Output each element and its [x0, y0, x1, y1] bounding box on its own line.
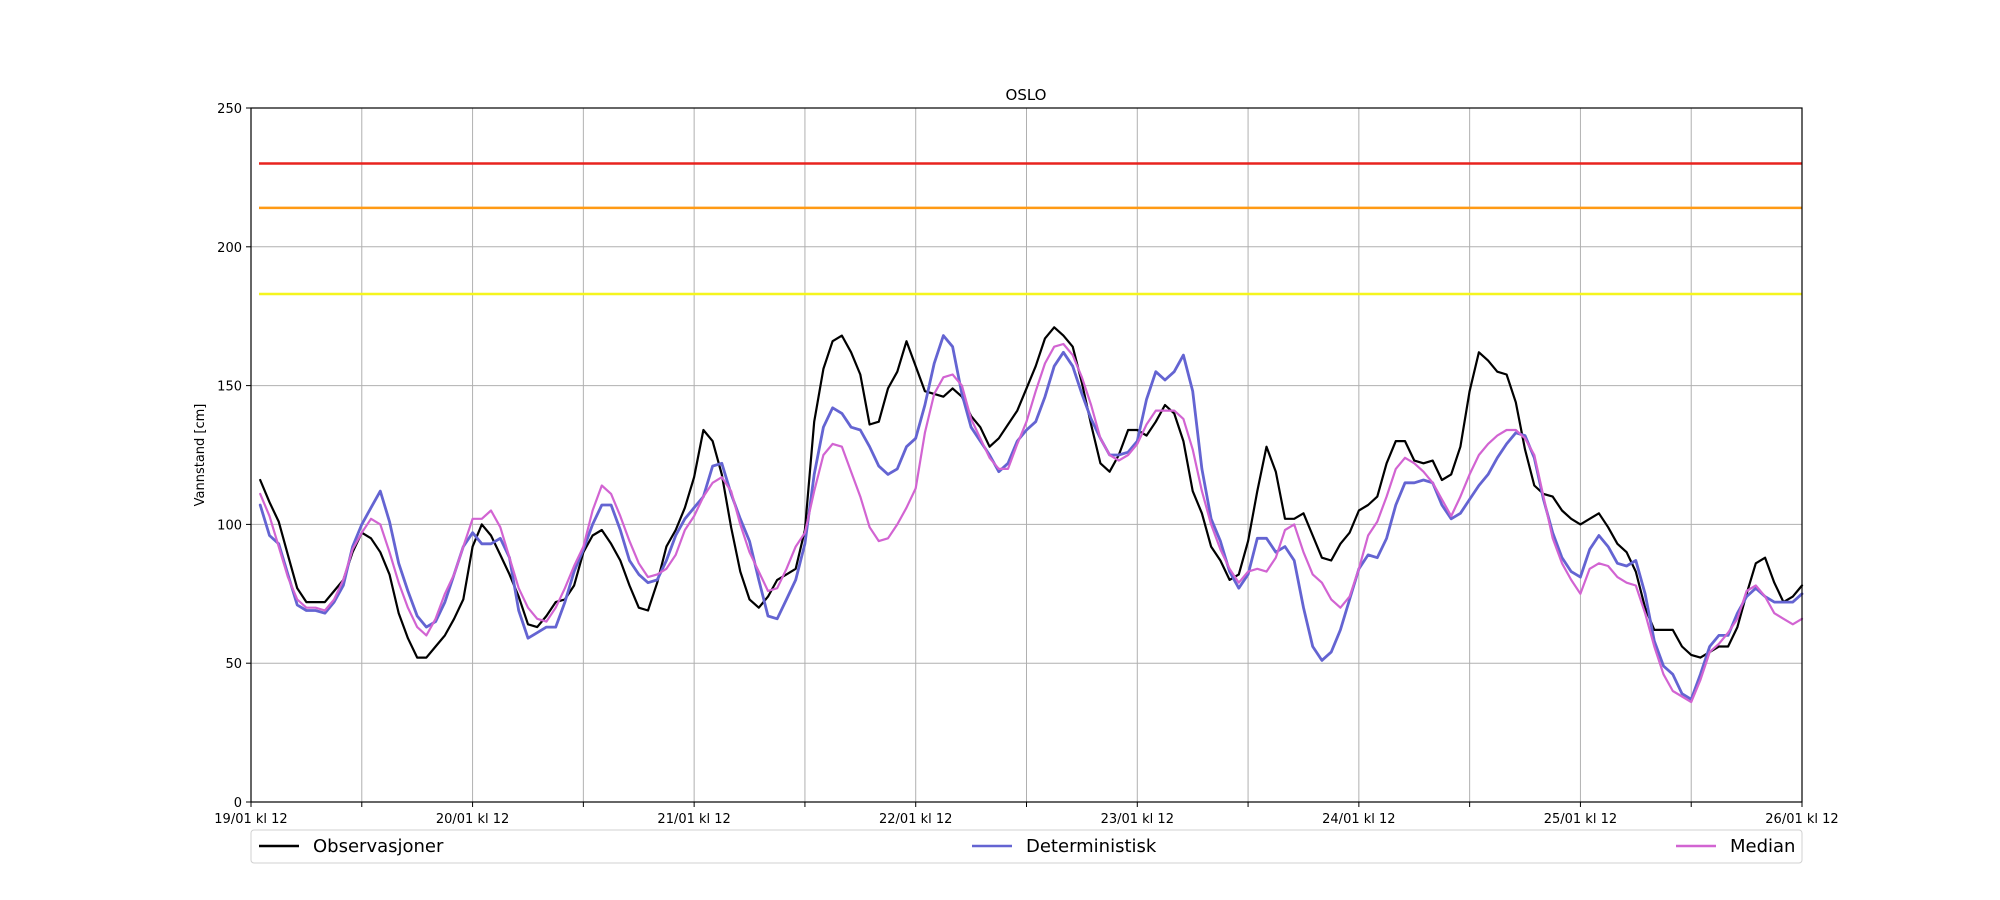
y-tick-label: 150 — [217, 380, 242, 395]
axis-ticks: 0 50 100 150 200 250 19/01 kl 12 20/01 kl 12 21/… — [214, 102, 1838, 827]
y-axis-title: Vannstand [cm] — [193, 404, 208, 507]
legend-label-observasjoner: Observasjoner — [313, 836, 444, 857]
chart-title: OSLO — [1006, 86, 1047, 104]
x-tick-label: 21/01 kl 12 — [657, 812, 730, 827]
x-tick-label: 19/01 kl 12 — [214, 812, 287, 827]
legend-label-median: Median — [1730, 836, 1795, 857]
x-tick-label: 26/01 kl 12 — [1765, 812, 1838, 827]
y-tick-label: 100 — [217, 518, 242, 533]
legend: Observasjoner Deterministisk Median — [250, 829, 1803, 864]
x-tick-label: 25/01 kl 12 — [1544, 812, 1617, 827]
legend-frame — [250, 829, 1803, 864]
y-tick-label: 0 — [234, 796, 242, 811]
grid — [251, 108, 1802, 802]
series-lines — [258, 326, 1804, 704]
threshold-lines — [259, 162, 1802, 296]
x-tick-label: 23/01 kl 12 — [1101, 812, 1174, 827]
x-tick-label: 24/01 kl 12 — [1322, 812, 1395, 827]
x-tick-label: 22/01 kl 12 — [879, 812, 952, 827]
legend-label-deterministisk: Deterministisk — [1026, 836, 1157, 857]
y-tick-label: 50 — [225, 657, 242, 672]
x-tick-label: 20/01 kl 12 — [436, 812, 509, 827]
y-tick-label: 250 — [217, 102, 242, 117]
series-line-median — [259, 342, 1804, 704]
y-tick-label: 200 — [217, 241, 242, 256]
series-line-observasjoner — [259, 326, 1804, 659]
